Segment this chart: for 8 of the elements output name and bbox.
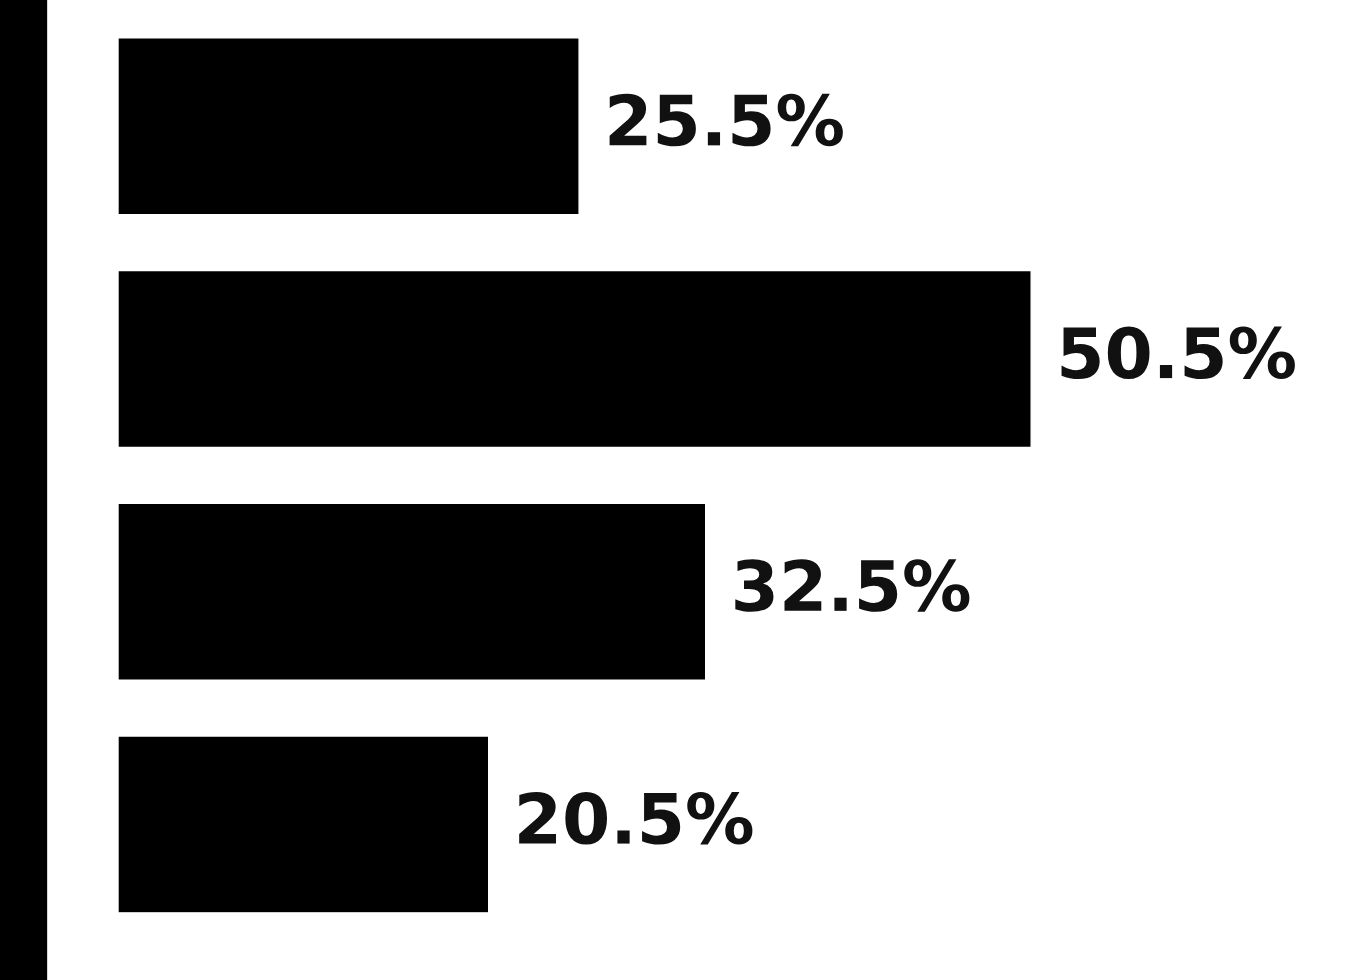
data-label: 25.5% (609, 93, 843, 147)
bar (118, 269, 1032, 449)
data-label: 32.5% (735, 559, 970, 612)
data-label: 50.5% (1061, 326, 1295, 380)
bar (118, 735, 490, 914)
bar (118, 502, 707, 681)
bar (118, 37, 580, 216)
data-label: 20.5% (519, 792, 753, 845)
